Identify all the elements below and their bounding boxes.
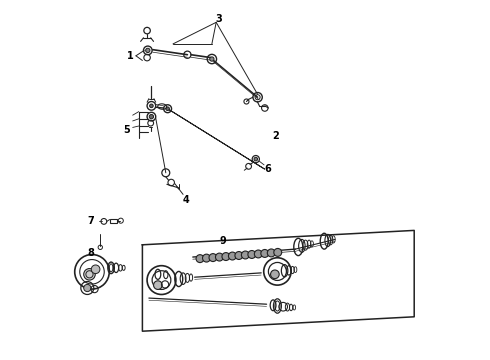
Circle shape xyxy=(149,104,153,108)
Circle shape xyxy=(270,270,279,279)
Circle shape xyxy=(146,48,150,53)
Text: 5: 5 xyxy=(123,125,130,135)
Text: 6: 6 xyxy=(264,164,271,174)
Circle shape xyxy=(202,254,210,262)
Text: 2: 2 xyxy=(273,131,279,141)
Circle shape xyxy=(254,157,258,161)
Circle shape xyxy=(274,248,282,256)
Circle shape xyxy=(153,281,162,289)
Circle shape xyxy=(216,253,223,261)
Bar xyxy=(110,219,117,223)
Circle shape xyxy=(149,114,153,119)
Text: 7: 7 xyxy=(87,216,94,226)
Text: 1: 1 xyxy=(127,51,134,61)
Circle shape xyxy=(84,284,91,292)
Circle shape xyxy=(228,252,236,260)
Circle shape xyxy=(261,249,269,257)
Text: 4: 4 xyxy=(183,195,190,205)
Circle shape xyxy=(222,253,230,261)
Circle shape xyxy=(209,254,217,262)
Circle shape xyxy=(235,252,243,260)
Circle shape xyxy=(210,57,214,61)
Circle shape xyxy=(196,255,204,262)
Circle shape xyxy=(268,249,275,257)
Text: 3: 3 xyxy=(216,14,222,24)
Circle shape xyxy=(248,251,256,258)
Circle shape xyxy=(91,265,100,274)
Text: 9: 9 xyxy=(220,236,226,246)
Circle shape xyxy=(166,107,170,111)
Circle shape xyxy=(254,250,262,258)
Circle shape xyxy=(242,251,249,259)
Circle shape xyxy=(84,269,95,280)
Text: 8: 8 xyxy=(88,248,95,258)
